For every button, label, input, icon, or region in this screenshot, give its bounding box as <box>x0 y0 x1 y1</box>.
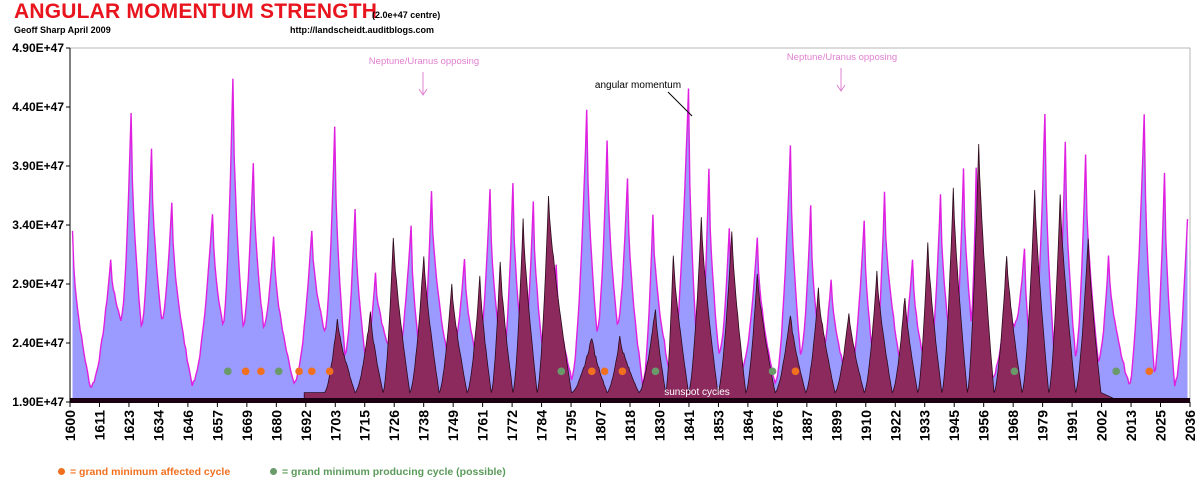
y-tick-label: 4.40E+47 <box>12 100 64 114</box>
orange-dot-icon <box>58 467 65 475</box>
x-tick-label: 2025 <box>1153 410 1169 441</box>
x-tick-label: 1772 <box>504 410 520 441</box>
affected-cycle-dot <box>308 367 316 376</box>
affected-cycle-dot <box>600 367 609 376</box>
legend-producing-label: = grand minimum producing cycle (possibl… <box>282 466 506 478</box>
affected-cycle-dot <box>241 367 250 376</box>
angular-momentum-label: angular momentum <box>595 80 681 91</box>
y-tick-label: 3.90E+47 <box>12 159 64 173</box>
x-tick-label: 1738 <box>416 410 432 441</box>
source-url: http://landscheidt.auditblogs.com <box>290 25 434 35</box>
x-tick-label: 1933 <box>917 410 933 441</box>
x-tick-label: 1899 <box>828 410 844 441</box>
x-tick-label: 1669 <box>239 410 255 441</box>
y-tick-label: 3.40E+47 <box>12 218 64 232</box>
x-tick-label: 1726 <box>386 410 402 441</box>
x-tick-label: 1657 <box>209 410 225 441</box>
x-tick-label: 1818 <box>622 410 638 441</box>
affected-cycle-dot <box>325 367 334 376</box>
down-arrow-icon <box>836 68 846 92</box>
angular-momentum-fill <box>72 78 1188 402</box>
producing-cycle-dot <box>274 367 283 376</box>
affected-cycle-dot <box>618 367 627 376</box>
x-tick-label: 2013 <box>1123 410 1139 441</box>
angular-momentum-chart: 1.90E+47 2.40E+47 2.90E+47 3.40E+47 3.90E+47… <box>12 41 1198 441</box>
x-tick-label: 1646 <box>180 410 196 441</box>
axes: 1.90E+47 2.40E+47 2.90E+47 3.40E+47 3.90E+47… <box>12 41 1198 441</box>
producing-cycle-dot <box>1112 367 1120 376</box>
producing-cycle-dot <box>651 367 660 376</box>
producing-cycle-dot <box>768 367 777 376</box>
x-tick-label: 2036 <box>1182 410 1198 441</box>
x-tick-label: 1922 <box>887 410 903 441</box>
down-arrow-icon <box>418 72 428 96</box>
annotations: Neptune/Uranus opposing Neptune/Uranus op… <box>369 52 897 398</box>
x-tick-label: 1795 <box>563 410 579 441</box>
y-tick-label: 4.90E+47 <box>12 41 64 55</box>
x-tick-label: 1979 <box>1035 410 1051 441</box>
affected-cycle-dot <box>1145 367 1154 376</box>
x-tick-label: 1991 <box>1064 410 1080 441</box>
x-tick-label: 1623 <box>121 410 137 441</box>
x-tick-label: 1841 <box>681 410 697 441</box>
x-tick-label: 1680 <box>268 410 284 441</box>
y-tick-label: 2.40E+47 <box>12 336 64 350</box>
x-tick-label: 1910 <box>858 410 874 441</box>
x-tick-label: 1956 <box>976 410 992 441</box>
legend-producing: = grand minimum producing cycle (possibl… <box>270 466 506 478</box>
x-tick-label: 1887 <box>799 410 815 441</box>
x-tick-label: 1634 <box>150 410 166 441</box>
producing-cycle-dot <box>557 367 566 376</box>
affected-cycle-dot <box>791 367 800 376</box>
x-tick-label: 1749 <box>445 410 461 441</box>
affected-cycle-dot <box>295 367 303 376</box>
legend-affected-label: = grand minimum affected cycle <box>70 466 231 478</box>
x-tick-label: 1761 <box>475 410 491 441</box>
x-tick-label: 1876 <box>769 410 785 441</box>
y-tick-label: 2.90E+47 <box>12 277 64 291</box>
x-tick-label: 1945 <box>946 410 962 441</box>
affected-cycle-dot <box>257 367 265 376</box>
x-tick-label: 1864 <box>740 410 756 441</box>
x-tick-label: 1715 <box>357 410 373 441</box>
author-credit: Geoff Sharp April 2009 <box>14 25 111 35</box>
chart-subtitle: (2.0e+47 centre) <box>372 10 441 20</box>
x-tick-label: 1853 <box>710 410 726 441</box>
producing-cycle-dot <box>224 367 232 376</box>
x-tick-label: 1600 <box>62 410 78 441</box>
legend-affected: = grand minimum affected cycle <box>58 466 230 478</box>
chart-title: ANGULAR MOMENTUM STRENGTH <box>14 0 378 23</box>
sunspot-cycles-area <box>303 143 1117 403</box>
pointer-line <box>667 91 693 117</box>
x-tick-label: 1692 <box>298 410 314 441</box>
baseline-bar <box>70 398 1190 403</box>
sunspot-area <box>70 143 1190 403</box>
y-tick-label: 1.90E+47 <box>12 395 64 409</box>
x-tick-label: 1968 <box>1005 410 1021 441</box>
green-dot-icon <box>270 467 277 475</box>
x-tick-label: 1611 <box>91 410 107 441</box>
neptune-uranus-annotation: Neptune/Uranus opposing <box>787 52 897 63</box>
neptune-uranus-annotation: Neptune/Uranus opposing <box>369 56 479 67</box>
grand-minimum-markers <box>224 367 1154 376</box>
x-tick-label: 1784 <box>534 410 550 441</box>
x-tick-label: 1703 <box>327 410 343 441</box>
affected-cycle-dot <box>588 367 596 376</box>
x-tick-label: 2002 <box>1094 410 1110 441</box>
producing-cycle-dot <box>1010 367 1019 376</box>
x-tick-label: 1807 <box>593 410 609 441</box>
sunspot-cycles-label: sunspot cycles <box>664 387 730 398</box>
x-tick-label: 1830 <box>651 410 667 441</box>
